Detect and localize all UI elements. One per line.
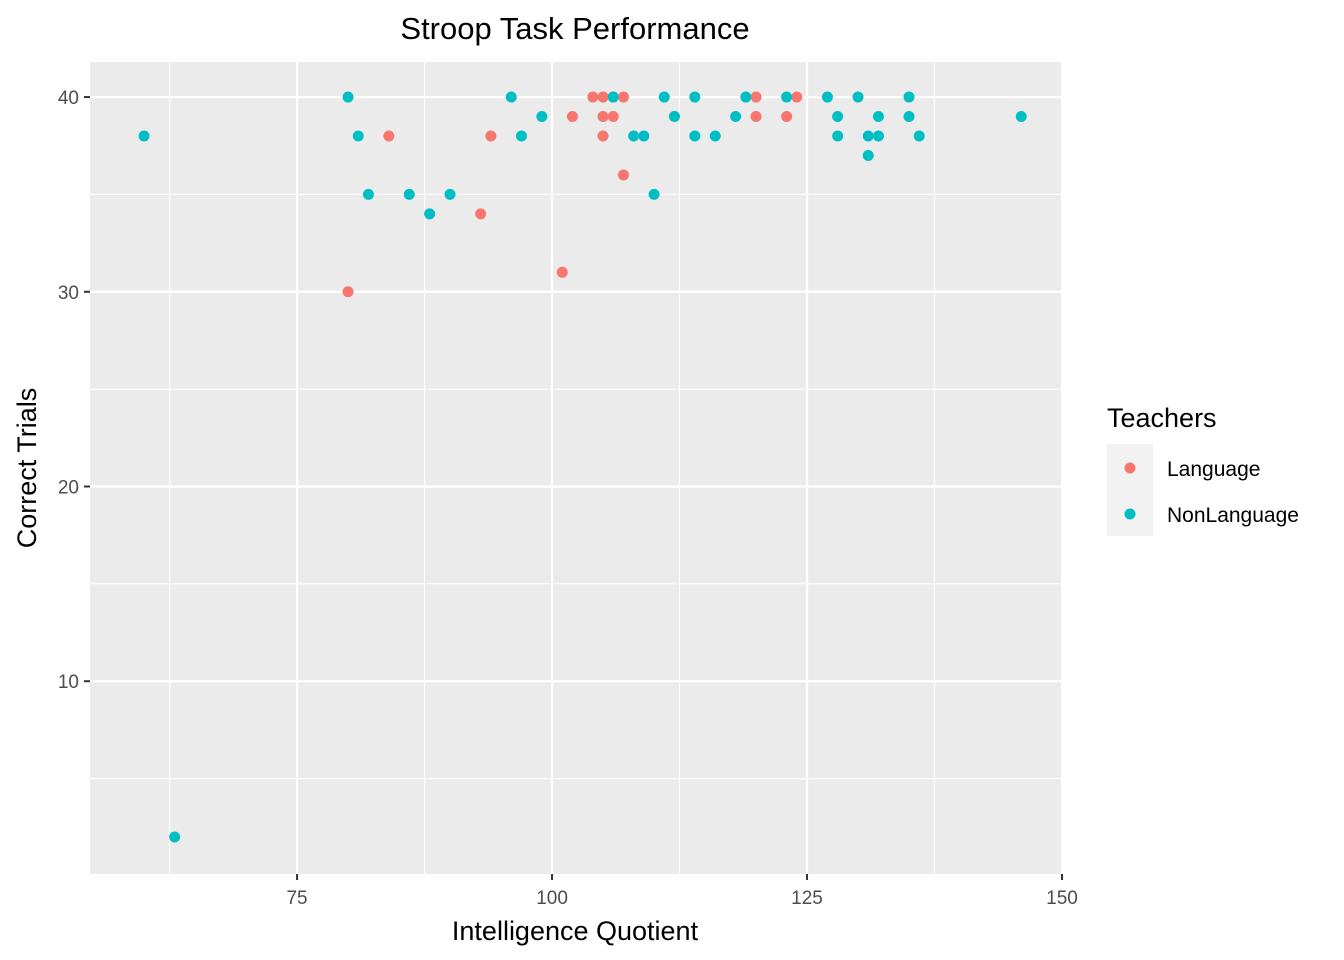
point-nonlanguage [515,130,527,142]
legend-label-language: Language [1167,458,1260,481]
point-language [566,111,578,123]
point-nonlanguage [1015,111,1027,123]
point-nonlanguage [444,188,456,200]
point-language [485,130,497,142]
point-language [587,91,599,103]
point-language [617,169,629,181]
legend-title: Teachers [1107,403,1217,433]
point-nonlanguage [342,91,354,103]
legend-key-language [1124,462,1136,474]
point-nonlanguage [658,91,670,103]
point-language [383,130,395,142]
major-gridlines [90,62,1064,874]
point-nonlanguage [505,91,517,103]
point-nonlanguage [903,111,915,123]
x-tick-label: 75 [286,888,307,909]
point-nonlanguage [781,91,793,103]
y-tick-label: 20 [58,477,79,498]
point-language [750,111,762,123]
point-language [750,91,762,103]
y-axis-title: Correct Trials [12,388,42,549]
x-tick-label: 100 [536,888,568,909]
point-nonlanguage [913,130,925,142]
chart-title: Stroop Task Performance [400,11,749,46]
data-points [138,91,1027,843]
x-axis: 75 100 125 150 [286,874,1078,909]
legend-items: Language NonLanguage [1124,458,1299,527]
point-nonlanguage [424,208,436,220]
point-language [791,91,803,103]
y-tick-label: 10 [58,672,79,693]
point-nonlanguage [689,130,701,142]
point-nonlanguage [832,111,844,123]
point-nonlanguage [862,149,874,161]
point-language [597,91,609,103]
plot-panel [90,62,1061,874]
point-nonlanguage [352,130,364,142]
legend-label-nonlanguage: NonLanguage [1167,504,1299,527]
point-nonlanguage [689,91,701,103]
point-nonlanguage [872,111,884,123]
legend: Teachers Language NonLanguage [1107,403,1299,536]
point-nonlanguage [169,831,181,843]
point-language [617,91,629,103]
point-nonlanguage [668,111,680,123]
y-axis: 10 20 30 40 [58,88,90,693]
point-language [597,111,609,123]
point-nonlanguage [862,130,874,142]
point-language [556,266,568,278]
point-language [607,111,619,123]
x-axis-title: Intelligence Quotient [452,916,699,946]
point-nonlanguage [903,91,915,103]
point-nonlanguage [628,130,640,142]
point-nonlanguage [872,130,884,142]
legend-key-nonlanguage [1124,508,1136,520]
point-nonlanguage [536,111,548,123]
minor-gridlines [90,62,1061,874]
point-nonlanguage [852,91,864,103]
x-tick-label: 125 [791,888,823,909]
point-nonlanguage [709,130,721,142]
point-nonlanguage [138,130,150,142]
point-language [475,208,487,220]
point-language [781,111,793,123]
point-nonlanguage [832,130,844,142]
point-nonlanguage [648,188,660,200]
point-nonlanguage [730,111,742,123]
point-language [597,130,609,142]
x-tick-label: 150 [1046,888,1078,909]
point-nonlanguage [821,91,833,103]
point-nonlanguage [638,130,650,142]
point-nonlanguage [740,91,752,103]
point-language [342,286,354,298]
legend-key-background [1107,444,1153,536]
y-tick-label: 30 [58,283,79,304]
point-nonlanguage [362,188,374,200]
point-nonlanguage [403,188,415,200]
point-nonlanguage [607,91,619,103]
y-tick-label: 40 [58,88,79,109]
